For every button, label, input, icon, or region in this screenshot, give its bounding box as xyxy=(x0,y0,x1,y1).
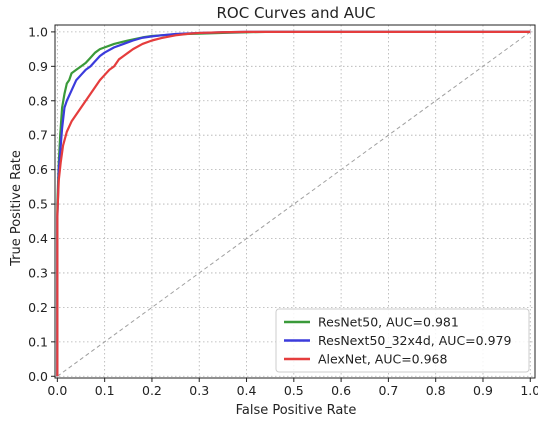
y-tick-label: 0.3 xyxy=(28,265,48,280)
y-tick-label: 0.9 xyxy=(28,59,48,74)
x-tick-label: 0.0 xyxy=(47,383,67,398)
x-tick-label: 1.0 xyxy=(520,383,538,398)
y-tick-label: 0.1 xyxy=(28,334,48,349)
y-tick-label: 1.0 xyxy=(28,24,48,39)
plot-frame xyxy=(54,24,536,379)
legend-label-1: ResNext50_32x4d, AUC=0.979 xyxy=(318,333,511,348)
x-tick-label: 0.5 xyxy=(284,383,304,398)
x-tick-label: 0.3 xyxy=(189,383,209,398)
legend: ResNet50, AUC=0.981 ResNext50_32x4d, AUC=… xyxy=(275,308,530,373)
y-tick-label: 0.0 xyxy=(28,369,48,384)
series-line-2 xyxy=(56,30,531,377)
x-axis-label: False Positive Rate xyxy=(236,403,357,418)
y-tick-label: 0.6 xyxy=(28,162,48,177)
x-tick-label: 0.1 xyxy=(95,383,115,398)
y-tick-label: 0.2 xyxy=(28,300,48,315)
legend-box xyxy=(275,308,530,373)
y-axis-ticks: 0.0 0.1 0.2 0.3 0.4 0.5 0.6 0.7 0.8 0.9 1.0 xyxy=(28,24,55,384)
x-tick-label: 0.8 xyxy=(426,383,446,398)
y-axis-label: True Positive Rate xyxy=(9,150,24,267)
legend-label-0: ResNet50, AUC=0.981 xyxy=(318,315,459,330)
y-tick-label: 0.5 xyxy=(28,197,48,212)
x-axis-ticks: 0.0 0.1 0.2 0.3 0.4 0.5 0.6 0.7 0.8 0.9 1.0 xyxy=(47,378,538,398)
x-tick-label: 0.7 xyxy=(378,383,398,398)
y-tick-label: 0.7 xyxy=(28,128,48,143)
chart-title: ROC Curves and AUC xyxy=(216,4,375,22)
y-tick-label: 0.4 xyxy=(28,231,48,246)
y-tick-label: 0.8 xyxy=(28,93,48,108)
x-tick-label: 0.2 xyxy=(142,383,162,398)
x-tick-label: 0.6 xyxy=(331,383,351,398)
x-tick-label: 0.9 xyxy=(473,383,493,398)
series-group xyxy=(56,30,531,377)
legend-label-2: AlexNet, AUC=0.968 xyxy=(318,352,448,367)
x-tick-label: 0.4 xyxy=(237,383,257,398)
